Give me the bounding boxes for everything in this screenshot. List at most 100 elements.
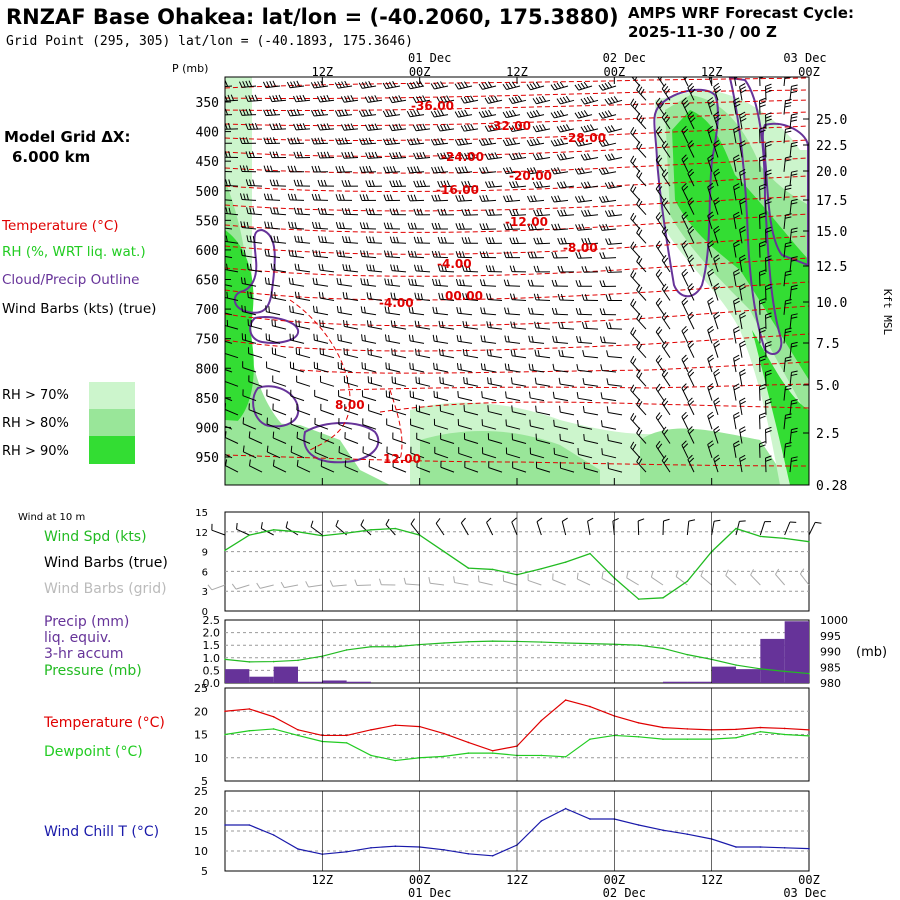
barb-flag xyxy=(443,180,447,187)
wind-y-tick: 0 xyxy=(202,607,208,618)
barb-flag xyxy=(688,429,695,435)
barb-flag xyxy=(438,348,441,356)
wind-barb xyxy=(765,169,772,187)
barb-flag xyxy=(228,179,231,186)
barb-staff xyxy=(661,117,671,130)
barb-flag xyxy=(606,350,609,357)
wind-barb xyxy=(413,236,431,244)
barb-staff xyxy=(750,574,761,586)
barb-flag xyxy=(681,326,687,332)
barb-flag xyxy=(529,111,534,118)
barb-flag xyxy=(739,229,746,234)
wind-chill-point xyxy=(783,847,786,849)
barb-flag xyxy=(609,322,612,329)
wind-barb xyxy=(687,168,695,187)
barb-flag xyxy=(412,81,417,88)
barb-flag xyxy=(350,151,355,158)
barb-flag xyxy=(275,123,279,130)
barb-staff xyxy=(733,157,737,172)
barb-flag xyxy=(509,223,513,230)
barb-staff xyxy=(266,423,281,430)
barb-flag xyxy=(226,263,228,270)
barb-flag xyxy=(733,354,740,359)
barb-flag xyxy=(708,185,715,191)
barb-staff xyxy=(630,418,641,430)
barb-flag xyxy=(636,427,641,434)
barb-flag xyxy=(785,273,792,276)
barb-staff xyxy=(554,142,569,147)
barb-flag xyxy=(338,137,342,145)
barb-staff xyxy=(681,359,689,373)
wind-barb xyxy=(460,95,479,104)
barb-flag xyxy=(739,311,746,316)
barb-staff xyxy=(636,432,647,444)
barb-flag xyxy=(791,284,798,288)
wind-barb xyxy=(462,320,479,330)
forecast-cycle-label: AMPS WRF Forecast Cycle: xyxy=(628,4,854,22)
wind-barb xyxy=(636,227,647,244)
barb-flag xyxy=(350,123,355,130)
barb-flag xyxy=(533,237,537,245)
barb-flag xyxy=(605,238,609,245)
wind-barb xyxy=(455,166,473,174)
barb-flag xyxy=(338,194,342,201)
wind-barb xyxy=(463,377,479,387)
barb-flag xyxy=(314,137,318,145)
barb-staff xyxy=(578,114,593,119)
barb-flag xyxy=(276,179,279,187)
barb-flag xyxy=(580,154,585,161)
wind-barb xyxy=(783,241,792,258)
barb-flag xyxy=(251,151,255,158)
barb-staff xyxy=(733,358,737,373)
barb-flag xyxy=(539,237,543,244)
barb-flag xyxy=(632,100,637,107)
wind-barb xyxy=(557,209,575,217)
barb-flag xyxy=(360,519,365,526)
barb-staff xyxy=(247,184,263,187)
barb-flag xyxy=(708,443,715,448)
barb-flag xyxy=(550,140,555,147)
barb-flag xyxy=(508,110,514,117)
wind-barb xyxy=(707,240,715,258)
barb-flag xyxy=(395,95,399,102)
barb-staff xyxy=(410,452,425,459)
barb-staff xyxy=(458,368,473,373)
barb-flag xyxy=(484,97,489,104)
barb-staff xyxy=(713,401,719,416)
barb-flag xyxy=(630,441,635,448)
barb-flag xyxy=(433,362,435,370)
wind-chill-point xyxy=(345,851,348,853)
barb-flag xyxy=(406,83,411,90)
barb-staff xyxy=(713,172,719,187)
barb-flag xyxy=(480,335,483,342)
barb-staff xyxy=(225,268,239,273)
barb-flag xyxy=(339,222,342,229)
barb-staff xyxy=(392,354,407,359)
wind-barb xyxy=(263,193,281,201)
barb-flag xyxy=(630,327,635,334)
barb-staff xyxy=(434,424,449,430)
barb-flag xyxy=(559,405,561,413)
barb-flag xyxy=(293,123,297,131)
barb-staff xyxy=(713,287,719,301)
barb-flag xyxy=(556,82,562,89)
barb-flag xyxy=(507,307,510,315)
wind-barb xyxy=(437,180,455,188)
wind-barb xyxy=(574,81,593,91)
barb-flag xyxy=(240,221,243,228)
temp-label: -32.00 xyxy=(488,119,531,133)
barb-flag xyxy=(295,319,297,326)
barb-flag xyxy=(437,222,441,230)
wind-barb xyxy=(383,194,401,202)
barb-flag xyxy=(239,165,243,172)
barb-staff xyxy=(272,213,287,216)
barb-flag xyxy=(293,165,297,172)
barb-flag xyxy=(485,237,489,244)
barb-flag xyxy=(531,335,534,343)
barb-flag xyxy=(254,122,259,130)
barb-staff xyxy=(242,367,257,373)
barb-flag xyxy=(707,211,714,217)
barb-flag xyxy=(785,302,792,305)
barb-flag xyxy=(613,96,619,102)
barb-staff xyxy=(392,270,407,273)
